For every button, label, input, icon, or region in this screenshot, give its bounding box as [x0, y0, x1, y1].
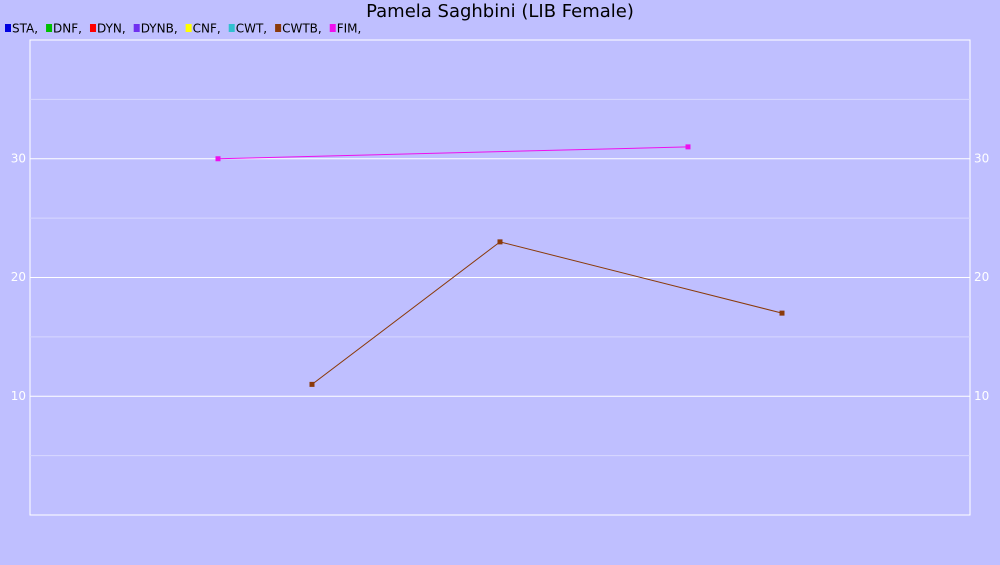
legend-label: FIM, [337, 22, 362, 36]
y2-tick-label: 20 [974, 270, 989, 284]
y-tick-label: 30 [11, 151, 26, 165]
legend-swatch [89, 24, 96, 32]
legend-swatch [5, 24, 11, 32]
legend-swatch [185, 24, 192, 32]
data-point [779, 310, 785, 316]
legend-swatch [133, 24, 140, 32]
legend-label: CWTB, [282, 22, 322, 36]
legend-swatch [228, 24, 235, 32]
legend-swatch [46, 24, 53, 32]
series-line [311, 241, 783, 385]
data-point [685, 144, 691, 150]
legend-label: DYN, [97, 22, 126, 36]
legend-label: DYNB, [141, 22, 178, 36]
data-point [215, 156, 221, 162]
chart-title: Pamela Saghbini (LIB Female) [366, 1, 634, 22]
legend-label: CNF, [193, 22, 221, 36]
legend-label: DNF, [53, 22, 82, 36]
legend-swatch [275, 24, 282, 32]
data-point [309, 381, 315, 387]
y2-tick-label: 10 [974, 389, 989, 403]
legend-label: CWT, [236, 22, 267, 36]
legend-swatch [329, 24, 336, 32]
series-line [217, 146, 689, 160]
y-tick-label: 20 [11, 270, 26, 284]
y-tick-label: 10 [11, 389, 26, 403]
y2-tick-label: 30 [974, 151, 989, 165]
data-point [497, 239, 503, 245]
legend-label: STA, [12, 22, 38, 36]
